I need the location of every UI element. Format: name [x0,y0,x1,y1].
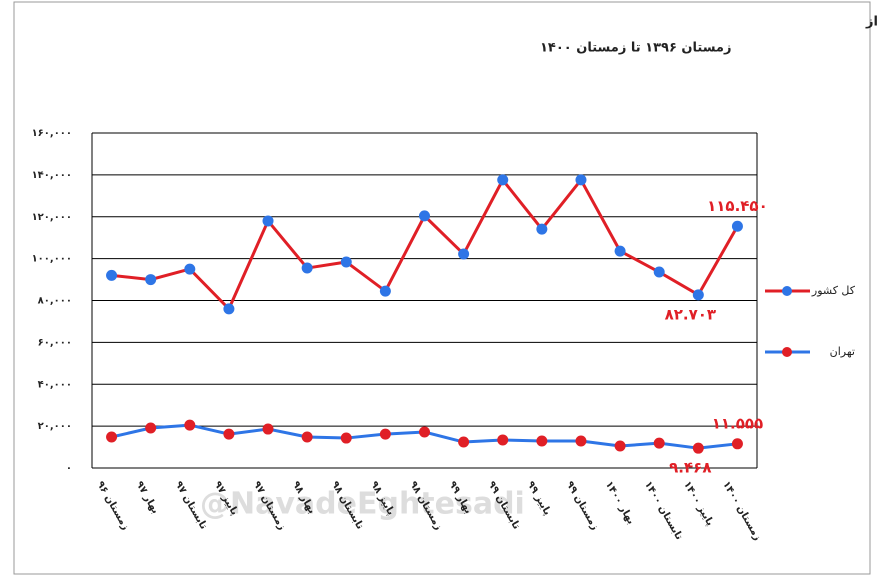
data-point [458,436,470,448]
data-point [497,174,509,186]
data-point [106,269,118,281]
legend-marker [782,286,792,296]
data-label: ۸۲.۷۰۳ [665,305,716,323]
data-point [536,435,548,447]
chart-title: زمستان ۱۳۹۶ تا زمستان ۱۴۰۰ [540,41,731,56]
data-point [184,263,196,275]
x-tick-label: زمستان ۱۴۰۰ [720,480,763,543]
data-point [262,215,274,227]
data-point [145,422,157,434]
y-tick-label: ۴۰,۰۰۰ [38,379,72,390]
x-tick-label: تابستان ۱۴۰۰ [642,480,685,543]
data-point [497,434,509,446]
y-tick-label: ۱۲۰,۰۰۰ [32,212,72,223]
data-point [262,423,274,435]
series-line [111,177,739,312]
data-point [575,174,587,186]
y-tick-label: ۱۰۰,۰۰۰ [32,254,72,265]
chart-border [13,1,871,575]
data-point [731,220,743,232]
y-tick-label: ۲۰,۰۰۰ [38,421,72,432]
data-point [301,262,313,274]
data-point [692,442,704,454]
x-tick-label: بهار ۱۴۰۰ [603,480,636,527]
data-point [340,256,352,268]
y-tick-label: ۱۶۰,۰۰۰ [32,128,72,139]
data-label: ۹.۴۶۸ [669,459,711,477]
data-point [379,285,391,297]
x-tick-label: زمستان ۹۶ [94,480,131,533]
data-point [145,274,157,286]
y-tick-label: ۰ [66,463,72,474]
data-point [340,432,352,444]
data-point [536,223,548,235]
data-point [379,428,391,440]
data-point [692,289,704,301]
y-tick-label: ۱۴۰,۰۰۰ [32,170,72,181]
data-point [653,266,665,278]
data-point [458,248,470,260]
x-tick-label: بهار ۹۷ [133,480,160,516]
data-point [106,431,118,443]
data-point [223,303,235,315]
data-point [301,431,313,443]
chart-title: نمودار ۱۰- روند تغییرات تعداد واحد مسکون… [865,15,881,30]
data-point [419,426,430,438]
x-tick-label: زمستان ۹۹ [564,480,601,533]
data-point [614,440,626,452]
legend-marker [782,347,792,357]
x-tick-label: پاییز ۱۴۰۰ [681,480,715,529]
data-point [575,435,587,447]
data-point [419,210,430,222]
y-tick-label: ۸۰,۰۰۰ [38,296,72,307]
x-tick-label: پاییز ۹۹ [525,480,553,518]
watermark: @NavadeEghtesadi [200,487,525,522]
legend-label: تهران [830,345,855,358]
data-label: ۱۱۵.۴۵۰ [707,197,768,215]
legend-label: کل کشور [811,284,856,297]
data-point [653,437,665,449]
data-point [614,245,626,257]
data-label: ۱۱.۵۵۵ [712,414,763,432]
data-point [184,419,196,431]
y-tick-label: ۶۰,۰۰۰ [38,337,72,348]
data-point [223,428,235,440]
data-point [731,438,743,450]
